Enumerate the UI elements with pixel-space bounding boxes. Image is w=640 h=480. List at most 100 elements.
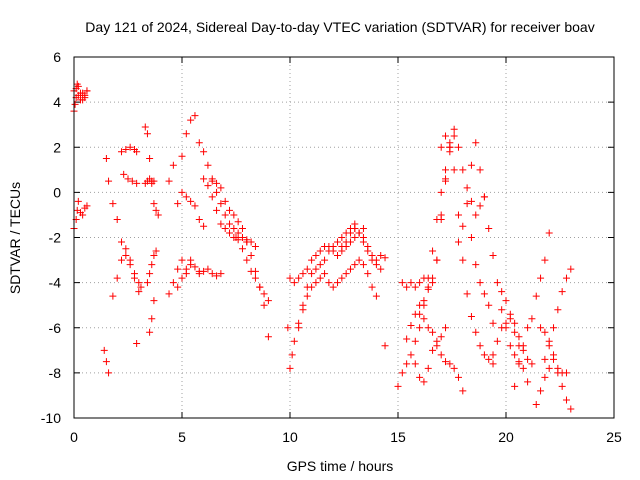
x-tick-label: 20 [498, 429, 514, 445]
data-point [286, 274, 294, 282]
data-point [433, 256, 441, 264]
data-point [351, 224, 359, 232]
data-point [221, 224, 229, 232]
data-point [200, 222, 208, 230]
data-point [511, 351, 519, 359]
data-point [308, 270, 316, 278]
series-s27 [351, 224, 389, 264]
y-tick-label: -10 [41, 410, 61, 426]
data-point [299, 270, 307, 278]
data-point [524, 355, 532, 363]
data-point [541, 256, 549, 264]
series-s41 [537, 324, 575, 413]
data-point [359, 234, 367, 241]
data-point [143, 130, 151, 138]
data-point [502, 297, 510, 305]
data-point [308, 283, 316, 291]
series-s22 [232, 234, 272, 305]
data-point [537, 274, 545, 282]
data-point [126, 256, 134, 264]
data-point [217, 184, 225, 192]
data-point [450, 132, 458, 140]
data-point [191, 202, 199, 210]
y-tick-label: 0 [53, 184, 61, 200]
data-point [195, 270, 203, 278]
data-point [346, 265, 354, 273]
data-point [351, 261, 359, 269]
data-point [295, 274, 303, 282]
data-point [459, 387, 467, 395]
data-point [152, 247, 160, 255]
data-point [489, 252, 497, 260]
data-point [489, 351, 497, 359]
data-point [128, 177, 136, 185]
data-point [558, 382, 566, 390]
data-point [562, 369, 570, 377]
data-point [303, 265, 311, 273]
data-point [420, 315, 428, 323]
data-point [381, 254, 389, 262]
data-point [133, 340, 141, 348]
data-point [338, 234, 346, 241]
data-point [154, 211, 162, 219]
data-point [550, 324, 558, 332]
data-point [554, 369, 562, 377]
series-s18 [195, 265, 225, 280]
data-point [102, 358, 110, 366]
data-point [480, 193, 488, 201]
data-point [79, 96, 87, 104]
data-point [442, 132, 450, 140]
data-point [130, 274, 138, 282]
data-point [109, 200, 117, 208]
data-point [79, 211, 87, 219]
data-point [74, 197, 82, 205]
data-point [133, 179, 141, 187]
data-point [150, 252, 158, 260]
data-point [221, 211, 229, 219]
data-point [394, 382, 402, 390]
data-point [429, 247, 437, 255]
data-point [424, 364, 432, 372]
data-point [558, 288, 566, 296]
data-point [238, 224, 246, 232]
data-point [204, 265, 212, 273]
data-point [506, 342, 514, 350]
data-point [217, 200, 225, 208]
data-point [355, 256, 363, 264]
data-point [485, 301, 493, 309]
data-point [165, 290, 173, 298]
data-point [463, 184, 471, 192]
data-point [437, 188, 445, 196]
data-point [472, 261, 480, 269]
series-s24 [286, 224, 367, 287]
data-point [442, 166, 450, 174]
data-point [541, 355, 549, 363]
data-point [377, 252, 385, 260]
data-point [217, 220, 225, 228]
data-point [398, 279, 406, 287]
data-point [416, 310, 424, 318]
data-point [312, 279, 320, 287]
data-point [113, 274, 121, 282]
data-point [174, 265, 182, 273]
data-point [191, 263, 199, 271]
data-point [351, 234, 359, 241]
data-point [251, 274, 259, 282]
data-point [524, 324, 532, 332]
data-point [208, 270, 216, 278]
data-point [122, 245, 130, 253]
data-point [515, 360, 523, 368]
data-point [122, 146, 130, 154]
data-point [562, 396, 570, 404]
data-point [545, 229, 553, 237]
data-point [424, 324, 432, 332]
data-point [511, 382, 519, 390]
data-point [243, 238, 251, 246]
data-point [416, 373, 424, 381]
y-tick-label: -4 [49, 275, 62, 291]
data-point [511, 319, 519, 327]
data-point [213, 272, 221, 280]
data-point [368, 283, 376, 291]
data-point [247, 252, 255, 260]
data-point [118, 256, 126, 264]
